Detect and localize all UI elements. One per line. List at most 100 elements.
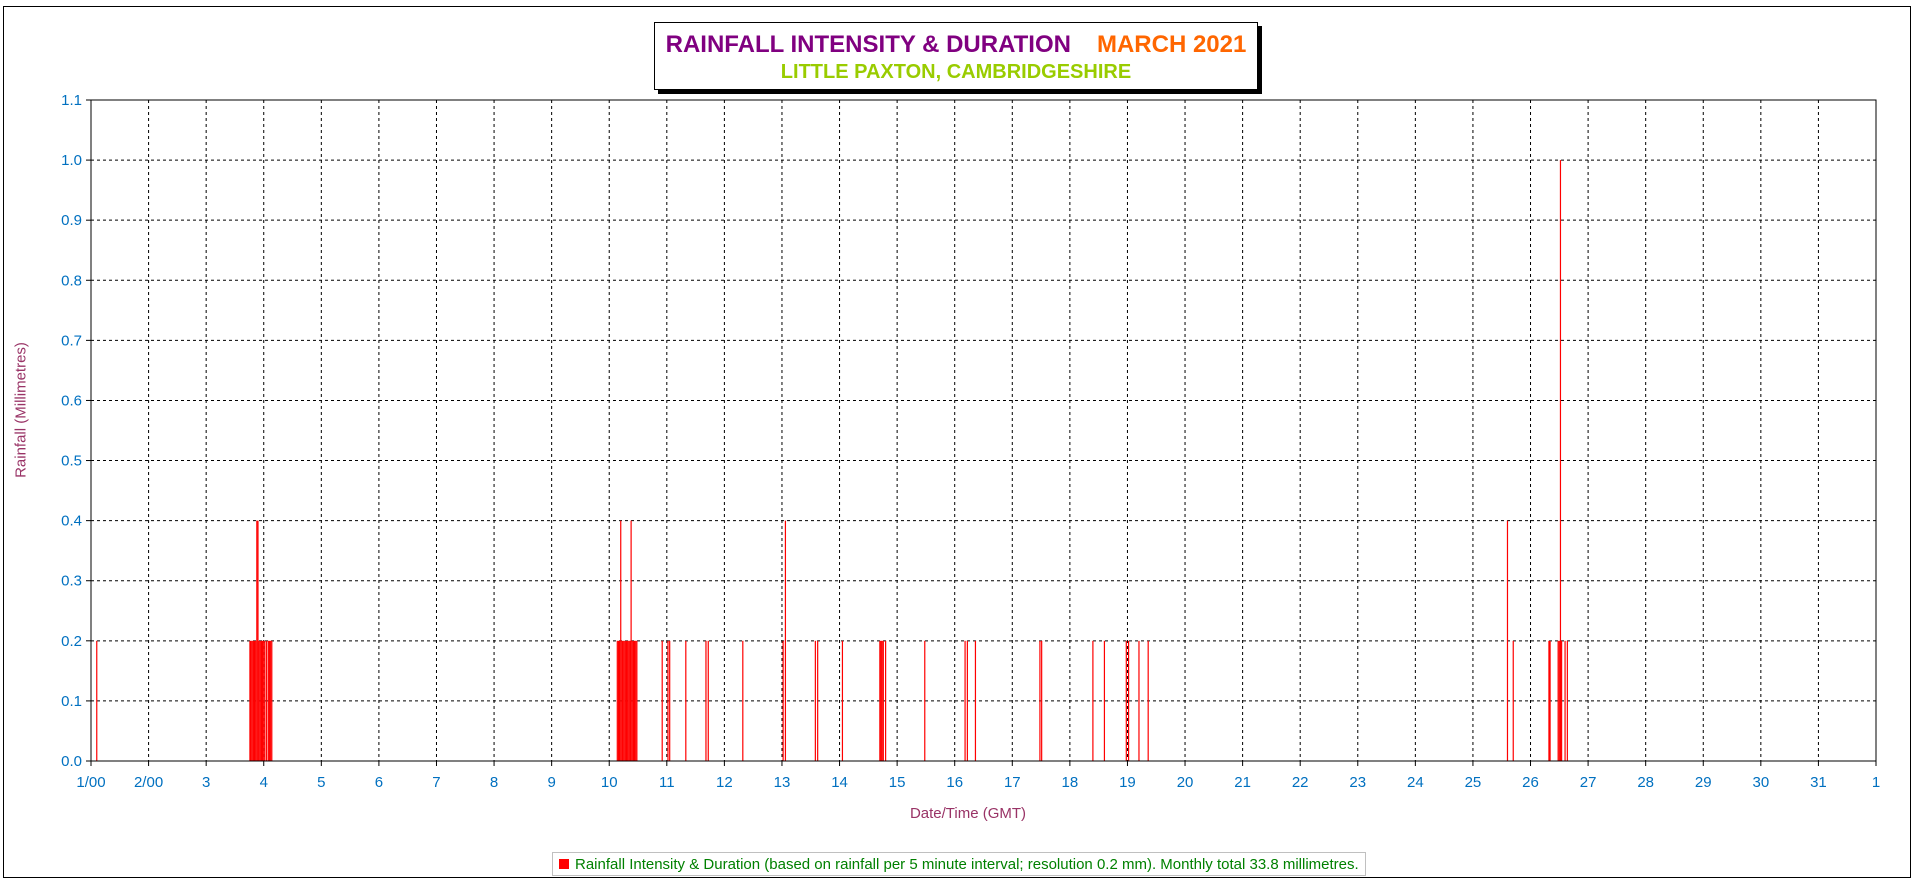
rainfall-bar — [629, 640, 631, 761]
rainfall-bar — [1549, 640, 1551, 761]
rainfall-bar — [624, 640, 626, 761]
chart-title-month: MARCH 2021 — [1096, 31, 1247, 58]
x-tick-label: 12 — [716, 774, 733, 791]
rainfall-bar — [631, 640, 633, 761]
rainfall-bar — [1557, 640, 1559, 761]
x-tick-labels: 1/00 2/00 3 4 5 6 7 8 9 10 11 12 13 14 15 16 17 18 19 20 21 2… — [76, 774, 1880, 791]
rainfall-bar — [628, 640, 630, 761]
y-tick-label: 0.8 — [61, 272, 82, 289]
rainfall-bar — [1039, 640, 1041, 761]
rainfall-bar — [1128, 640, 1130, 761]
y-tick-label: 0.0 — [61, 753, 82, 770]
rainfall-bar — [669, 640, 671, 761]
y-axis-label: Rainfall (Millimetres) — [12, 342, 30, 478]
rainfall-bar — [1138, 640, 1140, 761]
rainfall-bar — [707, 640, 709, 761]
x-tick-label: 11 — [659, 774, 675, 791]
rainfall-bar — [633, 640, 636, 761]
rainfall-bar — [882, 640, 884, 761]
rainfall-bar — [252, 640, 254, 761]
x-tick-label: 26 — [1522, 774, 1539, 791]
x-tick-label: 5 — [317, 774, 325, 791]
x-tick-label: 1 — [1872, 774, 1880, 791]
x-tick-label: 18 — [1062, 774, 1079, 791]
axes — [86, 99, 1877, 766]
rainfall-bar — [268, 640, 271, 761]
y-tick-label: 0.3 — [61, 573, 82, 590]
rainfall-bar — [881, 640, 883, 761]
x-tick-label: 30 — [1752, 774, 1769, 791]
rainfall-bar — [1558, 640, 1560, 761]
rainfall-bar — [266, 640, 268, 761]
rainfall-bar — [924, 640, 926, 761]
rainfall-bar — [1092, 640, 1094, 761]
rainfall-bar — [742, 640, 744, 761]
x-tick-label: 3 — [202, 774, 210, 791]
x-tick-label: 10 — [601, 774, 618, 791]
x-tick-label: 31 — [1810, 774, 1827, 791]
rainfall-bar — [618, 640, 621, 761]
rainfall-bar — [635, 640, 637, 761]
x-tick-label: 9 — [547, 774, 555, 791]
y-tick-label: 1.1 — [61, 92, 82, 109]
x-tick-label: 21 — [1234, 774, 1251, 791]
rainfall-bar — [632, 640, 635, 761]
rainfall-bar — [630, 520, 632, 761]
legend-entry: Rainfall Intensity & Duration (based on … — [575, 855, 1359, 873]
y-tick-label: 0.4 — [61, 513, 82, 530]
y-tick-label: 0.1 — [61, 693, 82, 710]
plot-area-border — [90, 99, 1877, 762]
rainfall-bar — [264, 640, 266, 761]
x-tick-label: 15 — [889, 774, 906, 791]
chart-title: RAINFALL INTENSITY & DURATION — [665, 31, 1071, 58]
rainfall-bar — [782, 640, 784, 761]
rainfall-bar — [261, 640, 264, 761]
rainfall-bar — [1548, 640, 1550, 761]
rainfall-bar — [256, 520, 258, 761]
legend: Rainfall Intensity & Duration (based on … — [552, 852, 1366, 876]
rainfall-bar — [253, 640, 256, 761]
rainfall-bar — [620, 520, 622, 761]
rainfall-bar — [1512, 640, 1514, 761]
title-line: RAINFALL INTENSITY & DURATION MARCH 2021 — [655, 31, 1257, 59]
rainfall-bar — [1561, 640, 1563, 761]
rainfall-bar — [623, 640, 625, 761]
rainfall-bar — [259, 640, 261, 761]
rainfall-bar — [1041, 640, 1043, 761]
x-tick-label: 29 — [1695, 774, 1712, 791]
x-tick-label: 23 — [1349, 774, 1366, 791]
x-tick-label: 7 — [432, 774, 440, 791]
rainfall-bar — [622, 640, 624, 761]
rainfall-bar — [817, 640, 819, 761]
rainfall-bar — [885, 640, 887, 761]
rainfall-bar — [661, 640, 663, 761]
x-tick-label: 1/00 — [76, 774, 105, 791]
x-tick-label: 20 — [1177, 774, 1194, 791]
rainfall-series — [96, 160, 1568, 762]
x-axis-label: Date/Time (GMT) — [909, 805, 1027, 822]
x-tick-label: 13 — [774, 774, 791, 791]
rainfall-bar — [784, 520, 787, 761]
rainfall-bar — [841, 640, 844, 761]
rainfall-bar — [667, 640, 669, 761]
x-tick-label: 16 — [946, 774, 963, 791]
y-tick-label: 0.7 — [61, 332, 82, 349]
rainfall-bar — [627, 640, 629, 761]
rainfall-bar — [96, 640, 98, 761]
rainfall-bar — [270, 640, 272, 761]
rainfall-bar — [1564, 640, 1566, 761]
rainfall-bar — [260, 640, 263, 761]
rainfall-bar — [267, 640, 269, 761]
rainfall-bar — [257, 520, 259, 761]
rainfall-bar — [1559, 160, 1562, 762]
x-tick-label: 14 — [831, 774, 848, 791]
x-tick-label: 19 — [1119, 774, 1136, 791]
x-tick-label: 22 — [1292, 774, 1309, 791]
rainfall-bar — [621, 640, 623, 761]
rainfall-bar — [966, 640, 968, 761]
rainfall-bar — [880, 640, 882, 761]
rainfall-bar — [251, 640, 253, 761]
x-tick-label: 28 — [1637, 774, 1654, 791]
y-tick-labels: 0.0 0.1 0.2 0.3 0.4 0.5 0.6 0.7 0.8 0.9 1.0 1.1 — [61, 92, 82, 770]
